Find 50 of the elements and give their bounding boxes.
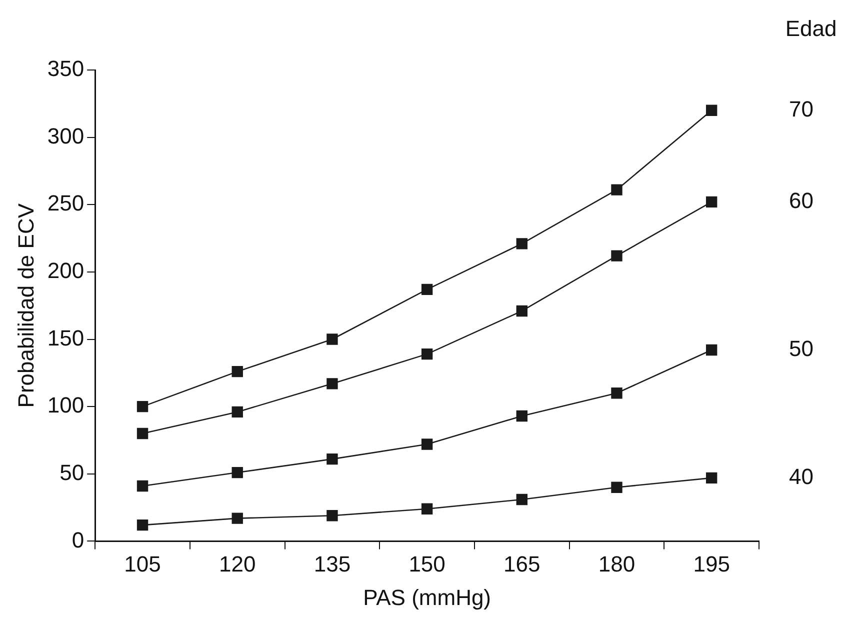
- point: [706, 196, 718, 208]
- y-tick-label: 150: [47, 325, 84, 350]
- point: [232, 466, 243, 478]
- point: [611, 184, 622, 196]
- x-tick-label: 180: [598, 551, 636, 576]
- point: [136, 400, 148, 412]
- point: [326, 453, 338, 465]
- x-tick-label: 165: [504, 551, 540, 576]
- y-tick-label: 100: [47, 392, 84, 418]
- point: [421, 348, 433, 360]
- point: [232, 366, 243, 378]
- point: [516, 494, 528, 506]
- point: [232, 512, 243, 524]
- point: [611, 388, 622, 399]
- text: 60: [789, 188, 814, 213]
- text: 70: [789, 96, 814, 122]
- text: 40: [789, 464, 814, 489]
- point: [326, 378, 338, 390]
- x-tick-label: 135: [314, 551, 351, 576]
- point: [136, 428, 148, 440]
- point: [326, 334, 338, 345]
- point: [421, 503, 433, 514]
- point: [136, 519, 148, 531]
- point: [421, 284, 433, 296]
- x-tick-label: 120: [219, 551, 256, 576]
- y-tick-label: 50: [60, 460, 84, 485]
- x-axis-title: PAS (mmHg): [363, 584, 492, 610]
- point: [706, 472, 718, 484]
- y-tick-label: 0: [72, 527, 84, 552]
- point: [611, 250, 622, 262]
- y-tick-label: 250: [47, 190, 84, 216]
- legend-title: Edad: [785, 16, 837, 42]
- point: [706, 104, 718, 116]
- y-tick-label: 300: [47, 123, 84, 148]
- x-tick-label: 105: [124, 551, 161, 576]
- point: [611, 482, 622, 493]
- point: [136, 480, 148, 492]
- y-tick-label: 200: [47, 258, 84, 284]
- point: [706, 344, 718, 356]
- text: 50: [789, 336, 814, 362]
- point: [421, 438, 433, 450]
- x-tick-label: 195: [693, 551, 730, 576]
- point: [232, 406, 243, 418]
- point: [326, 510, 338, 522]
- point: [516, 238, 528, 250]
- point: [516, 305, 528, 317]
- y-axis-title: Probabilidad de ECV: [13, 203, 38, 408]
- x-tick-label: 150: [408, 551, 446, 576]
- y-tick-label: 350: [47, 56, 84, 82]
- point: [516, 410, 528, 422]
